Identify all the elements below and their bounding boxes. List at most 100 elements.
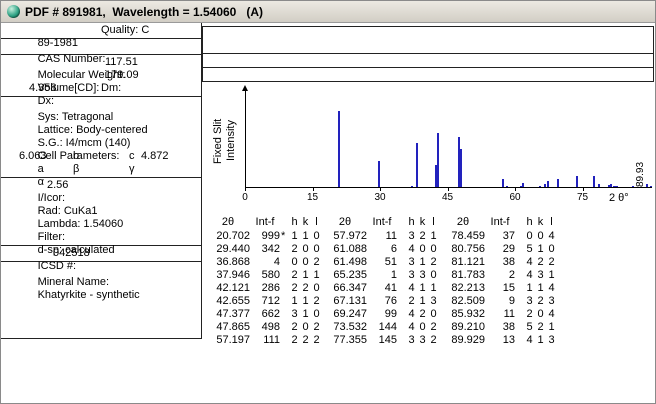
diffraction-peak [613,186,615,187]
l-index: 2 [313,321,320,333]
two-theta-value: 47.865 [216,321,250,333]
x-tick-label: 15 [306,192,319,203]
reflection-row: 89.210 38 5 2 1 [441,321,559,334]
k-index: 1 [537,282,544,294]
intensity-value: 76 [384,295,397,307]
l-index: 0 [430,269,437,281]
reflection-row: 57.972 11 3 2 1 [323,230,441,243]
gamma-label: γ [129,163,135,175]
diffraction-peak [460,149,463,187]
l-index: 1 [313,269,320,281]
l-index: 0 [548,243,555,255]
two-theta-value: 61.498 [333,256,367,268]
h-index: 2 [408,295,415,307]
reflection-row: 85.932 11 2 0 4 [441,308,559,321]
x-tick-mark [447,187,449,191]
h-index: 1 [526,282,533,294]
intensity-flag [515,308,524,321]
dsp-value: d-sp: calculated [37,244,115,256]
diffraction-peak [436,133,439,187]
space-group-row: S.G.: I4/mcm (140) [1,124,201,149]
intensity-value: 2 [508,269,515,281]
intensity-flag [397,334,406,347]
h-index: 3 [291,308,298,320]
diffraction-peak [610,184,612,187]
k-index: 1 [419,295,426,307]
l-index: 0 [430,308,437,320]
icsd-value: 042518 [53,247,90,259]
intensity-flag [280,334,289,347]
col-header-l: l [550,216,553,228]
diffraction-peak [338,111,341,187]
titlebar[interactable]: PDF # 891981, Wavelength = 1.54060 (A) [1,1,655,23]
k-index: 1 [537,334,544,346]
h-index: 0 [291,256,298,268]
cas-number-row: CAS Number: [1,40,201,65]
intensity-value: 11 [503,308,515,320]
reflection-row: 80.756 29 5 1 0 [441,243,559,256]
card-number-row: 89-1981 Quality: C [1,24,201,49]
intensity-flag [280,308,289,321]
reflection-group: 2θ Int-f h k l 57.972 11 3 2 1 61.088 6 4 0 0 61.4… [323,215,441,347]
pdf-card-icon[interactable] [7,5,20,18]
k-index: 2 [302,334,309,346]
intensity-flag [515,321,524,334]
two-theta-value: 36.868 [216,256,250,268]
h-index: 5 [526,321,533,333]
reflection-row: 37.946 580 2 1 1 [206,269,324,282]
col-header-spacer [515,215,524,229]
density-row: Dx: 4.358 Dm: [1,82,201,107]
two-theta-value: 82.509 [451,295,485,307]
x-tick-label: 45 [441,192,454,203]
h-index: 3 [408,256,415,268]
intensity-value: 9 [508,295,515,307]
compound-header-box: Al2 Cu Aluminum Copper Ref: Calculated f… [202,26,654,82]
l-index: 3 [548,334,555,346]
reflection-row: 47.377 662 3 1 0 [206,308,324,321]
h-index: 4 [408,321,415,333]
physical-data-section: Molecular Weight: 117.51 Volume[CD]: 179… [1,55,201,107]
two-theta-value: 78.459 [451,230,485,242]
h-index: 4 [408,308,415,320]
k-index: 2 [302,282,309,294]
icsd-section: ICSD #: 042518 [1,246,201,272]
reflection-row: 82.509 9 3 2 3 [441,295,559,308]
lattice-value: Lattice: Body-centered [37,124,148,136]
intensity-value: 29 [502,243,515,255]
y-axis [245,91,246,187]
intensity-flag [515,295,524,308]
h-index: 4 [526,269,533,281]
k-index: 1 [537,243,544,255]
intensity-value: 6 [390,243,397,255]
x-tick-mark [312,187,314,191]
two-theta-value: 47.377 [216,308,250,320]
intensity-flag: * [281,230,286,242]
intensity-value: 4 [273,256,280,268]
k-index: 1 [419,256,426,268]
h-index: 2 [291,243,298,255]
cell-a-label: a [37,163,44,175]
k-index: 0 [537,230,544,242]
radiation-row: Rad: CuKa1 [1,192,201,217]
reflection-row: 66.347 41 4 1 1 [323,282,441,295]
h-index: 2 [526,308,533,320]
diffraction-chart: Fixed Slit Intensity 2 θ° 89.93 0 15 30 45 6… [202,81,655,215]
l-index: 2 [313,295,320,307]
col-header-2theta: 2θ [456,216,470,228]
l-index: 1 [548,269,555,281]
diffraction-peak [547,181,550,187]
compound-name-row: Aluminum Copper [203,40,653,53]
cell-b-label: b [73,150,80,162]
reflection-row: 36.868 4 0 0 2 [206,256,324,269]
k-index: 1 [419,282,426,294]
two-theta-value: 57.972 [333,230,367,242]
system-value: Sys: Tetragonal [37,111,114,123]
k-index: 2 [537,256,544,268]
two-theta-value: 37.946 [216,269,250,281]
intensity-value: 1 [390,269,397,281]
reflection-row: 61.088 6 4 0 0 [323,243,441,256]
col-header-k: k [537,216,544,228]
l-index: 3 [548,295,555,307]
intensity-flag [397,230,406,243]
intensity-flag [515,230,524,243]
